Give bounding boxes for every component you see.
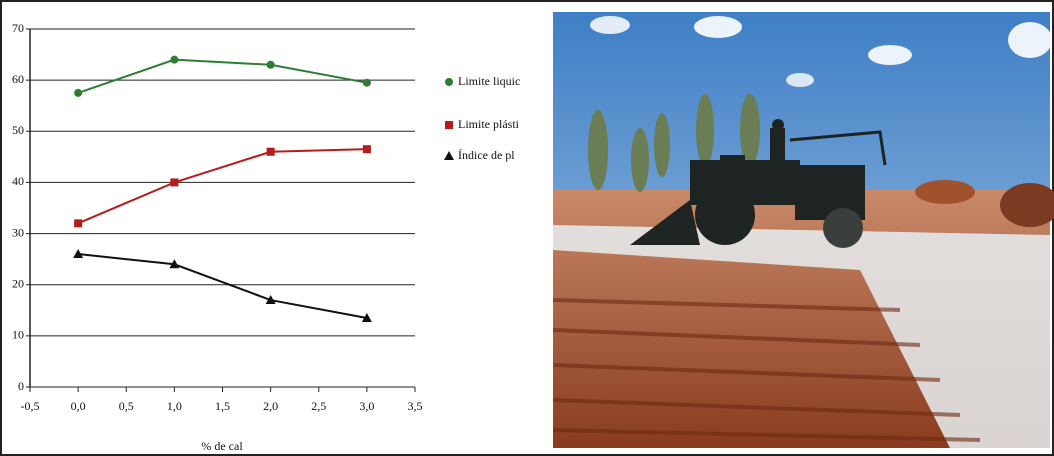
x-tick-label: 0,5 (119, 399, 134, 413)
y-tick-label: 30 (12, 225, 24, 239)
marker (445, 121, 453, 129)
marker (267, 148, 275, 156)
x-tick-label: 1,0 (167, 399, 182, 413)
y-tick-label: 20 (12, 276, 24, 290)
legend-label: Índice de pl (458, 148, 515, 162)
x-tick-label: 1,5 (215, 399, 230, 413)
y-tick-label: 60 (12, 72, 24, 86)
legend-label: Limite plásti (458, 117, 520, 131)
marker (74, 219, 82, 227)
marker (363, 145, 371, 153)
legend-label: Limite liquic (458, 74, 520, 88)
x-tick-label: 3,0 (359, 399, 374, 413)
y-tick-label: 10 (12, 328, 24, 342)
y-tick-label: 50 (12, 123, 24, 137)
photo (553, 12, 1054, 448)
marker (74, 89, 82, 97)
marker (445, 78, 453, 86)
y-tick-label: 0 (18, 379, 24, 393)
marker (363, 79, 371, 87)
x-tick-label: 2,0 (263, 399, 278, 413)
y-tick-label: 70 (12, 21, 24, 35)
x-axis-label: % de cal (201, 439, 243, 453)
x-tick-label: 0,0 (71, 399, 86, 413)
chart: % de cal (0, 0, 1054, 456)
page: % de cal (0, 0, 1054, 456)
x-tick-label: -0,5 (21, 399, 40, 413)
marker (170, 178, 178, 186)
y-tick-label: 40 (12, 174, 24, 188)
x-tick-label: 2,5 (311, 399, 326, 413)
marker (170, 56, 178, 64)
x-tick-label: 3,5 (408, 399, 423, 413)
marker (267, 61, 275, 69)
